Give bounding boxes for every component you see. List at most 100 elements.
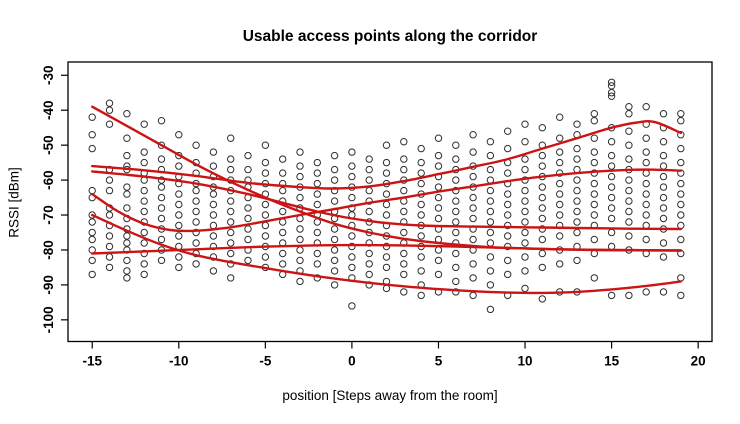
data-point [434, 214, 443, 223]
data-point [175, 200, 183, 209]
data-point [417, 169, 425, 177]
data-point [677, 117, 685, 125]
data-point [330, 225, 339, 233]
data-point [296, 148, 304, 156]
smooth-curves [91, 105, 682, 295]
data-point [227, 218, 235, 226]
data-point [590, 190, 598, 198]
data-point [140, 186, 148, 195]
data-point [625, 186, 633, 195]
data-point [365, 176, 373, 184]
data-point [261, 253, 270, 261]
data-point [573, 228, 581, 237]
smooth-ap2 [91, 119, 682, 190]
data-point [296, 193, 304, 202]
data-point [504, 190, 512, 198]
svg-text:-90: -90 [41, 275, 56, 295]
data-point [400, 155, 408, 163]
data-point [521, 155, 529, 163]
data-point [157, 256, 166, 265]
data-point [88, 211, 96, 219]
data-point [157, 193, 166, 202]
data-point [607, 162, 616, 170]
data-point [659, 151, 668, 160]
data-point [556, 134, 564, 142]
data-point [140, 239, 148, 247]
data-point [538, 151, 546, 160]
data-point [504, 221, 512, 230]
data-point [105, 253, 114, 261]
data-point [348, 148, 356, 156]
data-point [573, 207, 581, 216]
data-point [486, 197, 495, 205]
data-point [157, 214, 166, 223]
svg-text:-30: -30 [41, 66, 56, 86]
data-point [227, 249, 235, 258]
data-point [486, 218, 495, 226]
data-point [365, 207, 373, 216]
data-point [244, 151, 252, 160]
data-point [607, 291, 616, 300]
data-point [504, 232, 512, 240]
data-point [209, 211, 218, 219]
data-point [677, 200, 685, 209]
data-point [365, 260, 373, 268]
data-point [538, 204, 546, 212]
data-point [590, 110, 598, 118]
data-point [209, 148, 218, 156]
data-point [88, 218, 96, 226]
data-point [538, 295, 546, 303]
data-point [625, 207, 633, 216]
data-point [607, 242, 616, 251]
data-point [348, 193, 356, 202]
data-point [192, 239, 200, 247]
data-point [348, 162, 356, 170]
data-point [486, 228, 495, 237]
smooth-ap6 [91, 243, 682, 255]
data-point [452, 263, 460, 272]
svg-text:-60: -60 [41, 170, 56, 190]
data-point [279, 228, 287, 237]
data-point [452, 207, 460, 216]
data-point [521, 120, 529, 128]
data-point [521, 284, 529, 293]
data-point [556, 169, 564, 177]
data-point [227, 165, 235, 174]
data-point [642, 288, 650, 296]
data-point [434, 134, 443, 142]
data-point [556, 232, 564, 240]
data-point [573, 144, 581, 153]
data-point [123, 267, 131, 275]
data-point [642, 211, 650, 219]
data-point [192, 207, 200, 216]
data-point [313, 200, 321, 209]
data-point [261, 200, 270, 209]
data-point [105, 242, 114, 251]
data-point [486, 253, 495, 261]
data-point [625, 127, 633, 135]
data-point [244, 214, 252, 223]
data-point [607, 92, 616, 100]
data-point [123, 110, 131, 118]
data-point [521, 197, 529, 205]
svg-text:5: 5 [435, 354, 443, 369]
data-point [556, 200, 564, 209]
data-point [365, 186, 373, 195]
data-point [261, 141, 270, 149]
data-point [556, 260, 564, 268]
data-point [607, 204, 616, 212]
data-point [486, 281, 495, 289]
data-point [313, 179, 321, 188]
data-point [296, 235, 304, 244]
data-point [313, 260, 321, 268]
data-point [590, 249, 598, 258]
data-point [538, 124, 546, 132]
data-point [504, 242, 512, 251]
data-point [521, 218, 529, 226]
data-point [607, 183, 616, 191]
smooth-ap5 [91, 213, 682, 295]
data-point [330, 267, 339, 275]
data-point [642, 200, 650, 209]
data-point [486, 186, 495, 195]
